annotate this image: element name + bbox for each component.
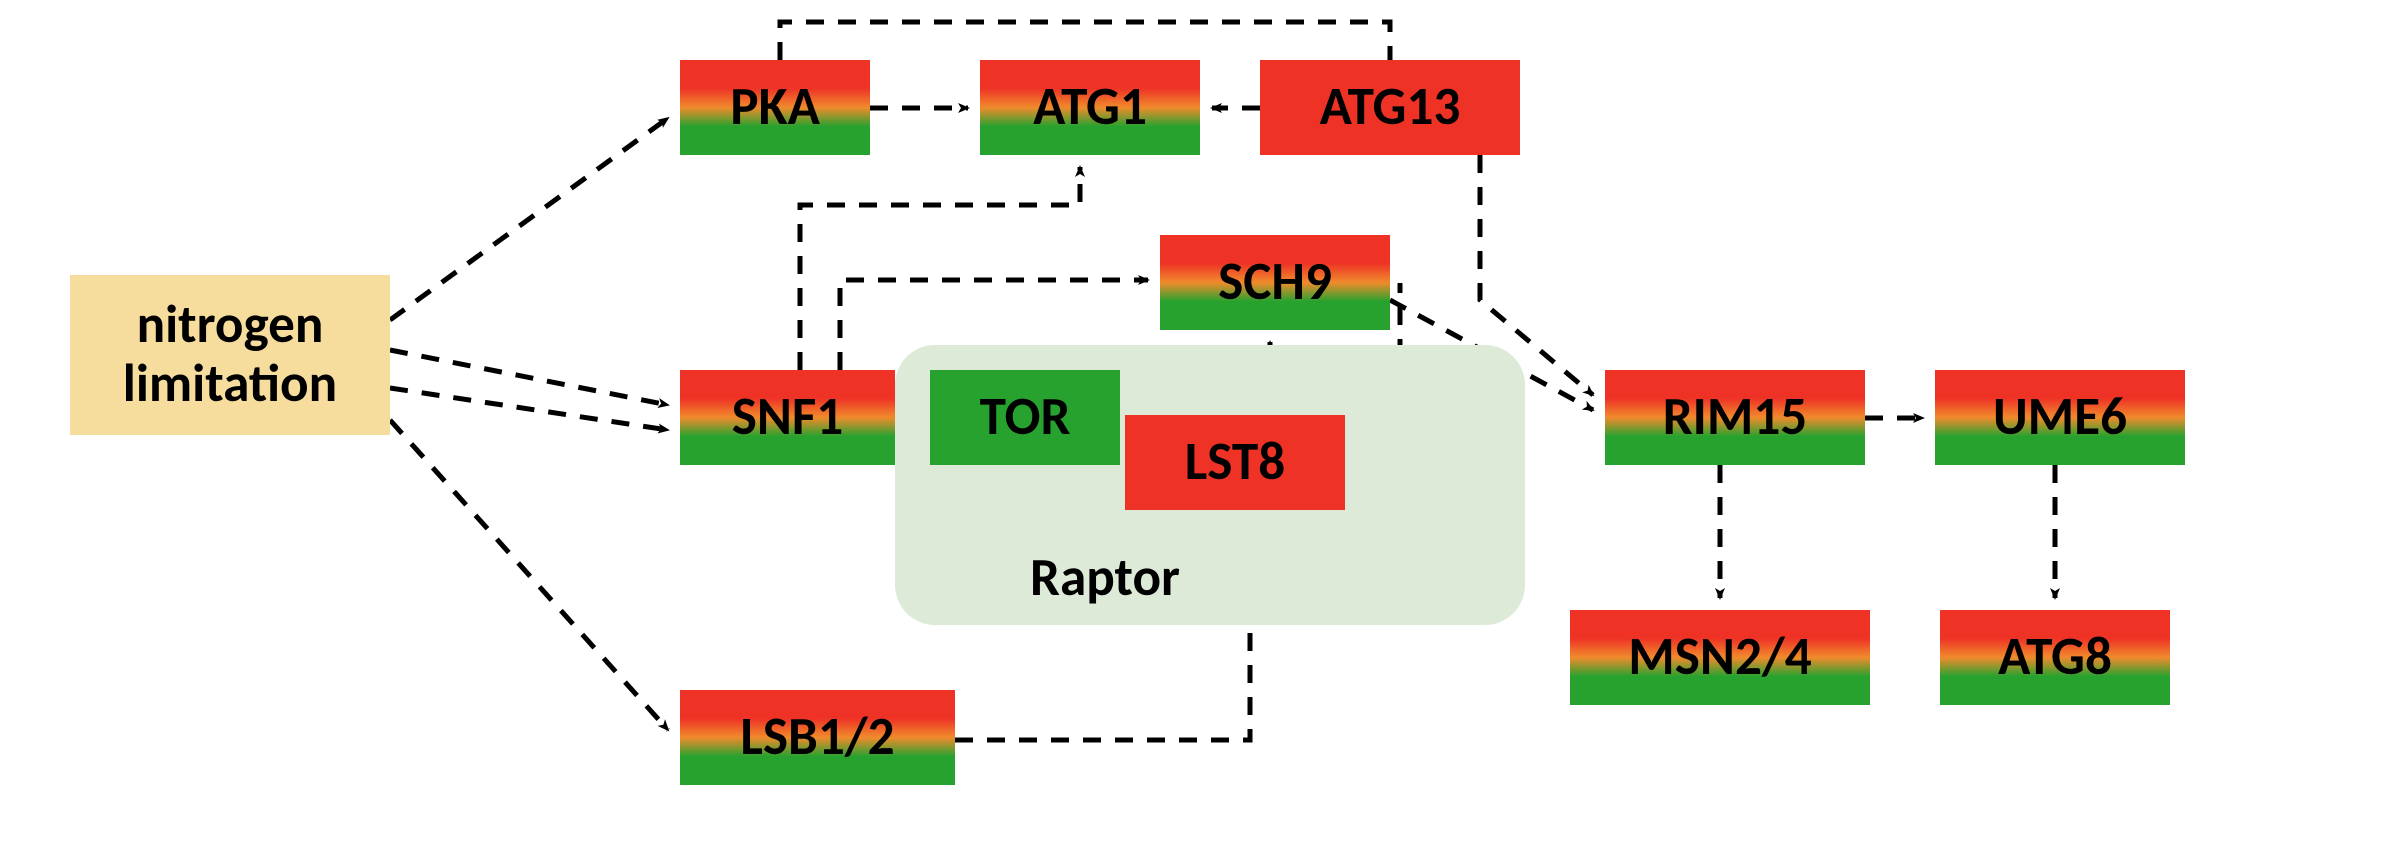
node-rim15: RIM15: [1605, 370, 1865, 465]
edge-pka_top-atg13_top: [780, 22, 1390, 60]
node-tor: TOR: [930, 370, 1120, 465]
edge-snf1_up-atg1_dn: [800, 167, 1080, 370]
node-atg8: ATG8: [1940, 610, 2170, 705]
edge-nitrogen-pka: [390, 118, 668, 320]
node-lsb12: LSB1/2: [680, 690, 955, 785]
edge-nitrogen-lsb12: [390, 420, 668, 730]
node-nitrogen: nitrogen limitation: [70, 275, 390, 435]
node-lst8: LST8: [1125, 415, 1345, 510]
node-msn24: MSN2/4: [1570, 610, 1870, 705]
diagram-stage: Raptor nitrogen limitation PKA ATG1 ATG13 SC…: [0, 0, 2404, 855]
node-pka: PKA: [680, 60, 870, 155]
node-atg1: ATG1: [980, 60, 1200, 155]
node-ume6: UME6: [1935, 370, 2185, 465]
raptor-label: Raptor: [1030, 545, 1180, 610]
node-snf1: SNF1: [680, 370, 895, 465]
edge-nitrogen-snf1: [390, 388, 668, 430]
node-sch9: SCH9: [1160, 235, 1390, 330]
node-atg13: ATG13: [1260, 60, 1520, 155]
edge-lsb12-tor_path: [955, 628, 1250, 740]
edge-nitrogen-snf1: [390, 350, 668, 405]
